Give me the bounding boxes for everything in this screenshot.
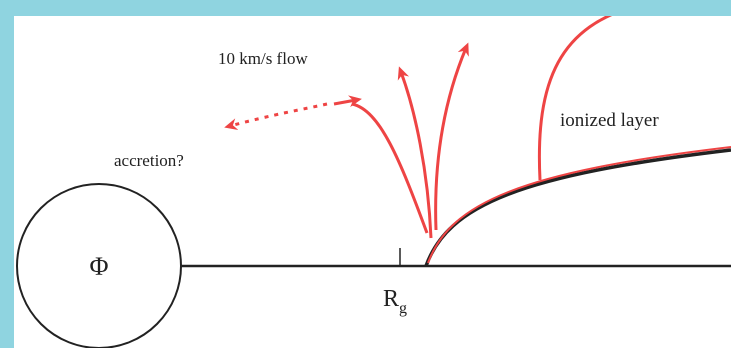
flow-arrow-1 <box>397 66 433 239</box>
flow-label: 10 km/s flow <box>218 49 308 68</box>
ionized-layer-label: ionized layer <box>560 110 659 131</box>
rg-label: Rg <box>383 286 407 317</box>
flow-arrow-back-solid <box>333 95 362 108</box>
rg-label-main: R <box>383 286 399 312</box>
ionized-layer-curve <box>424 148 731 267</box>
flow-arrow-3 <box>537 16 613 181</box>
diagram-panel: Φ Rg 10 km/s flow accretion? ionized lay… <box>14 16 731 348</box>
flow-arrow-accretion-dotted <box>224 102 328 130</box>
central-body-symbol: Φ <box>89 252 108 281</box>
rg-label-subscript: g <box>399 300 407 317</box>
flow-arrow-2 <box>434 42 469 231</box>
flow-arrow-4 <box>351 102 429 234</box>
diagram-canvas: Φ Rg 10 km/s flow accretion? ionized lay… <box>16 16 731 348</box>
accretion-label: accretion? <box>114 151 184 170</box>
ionized-layer-red <box>427 146 731 264</box>
